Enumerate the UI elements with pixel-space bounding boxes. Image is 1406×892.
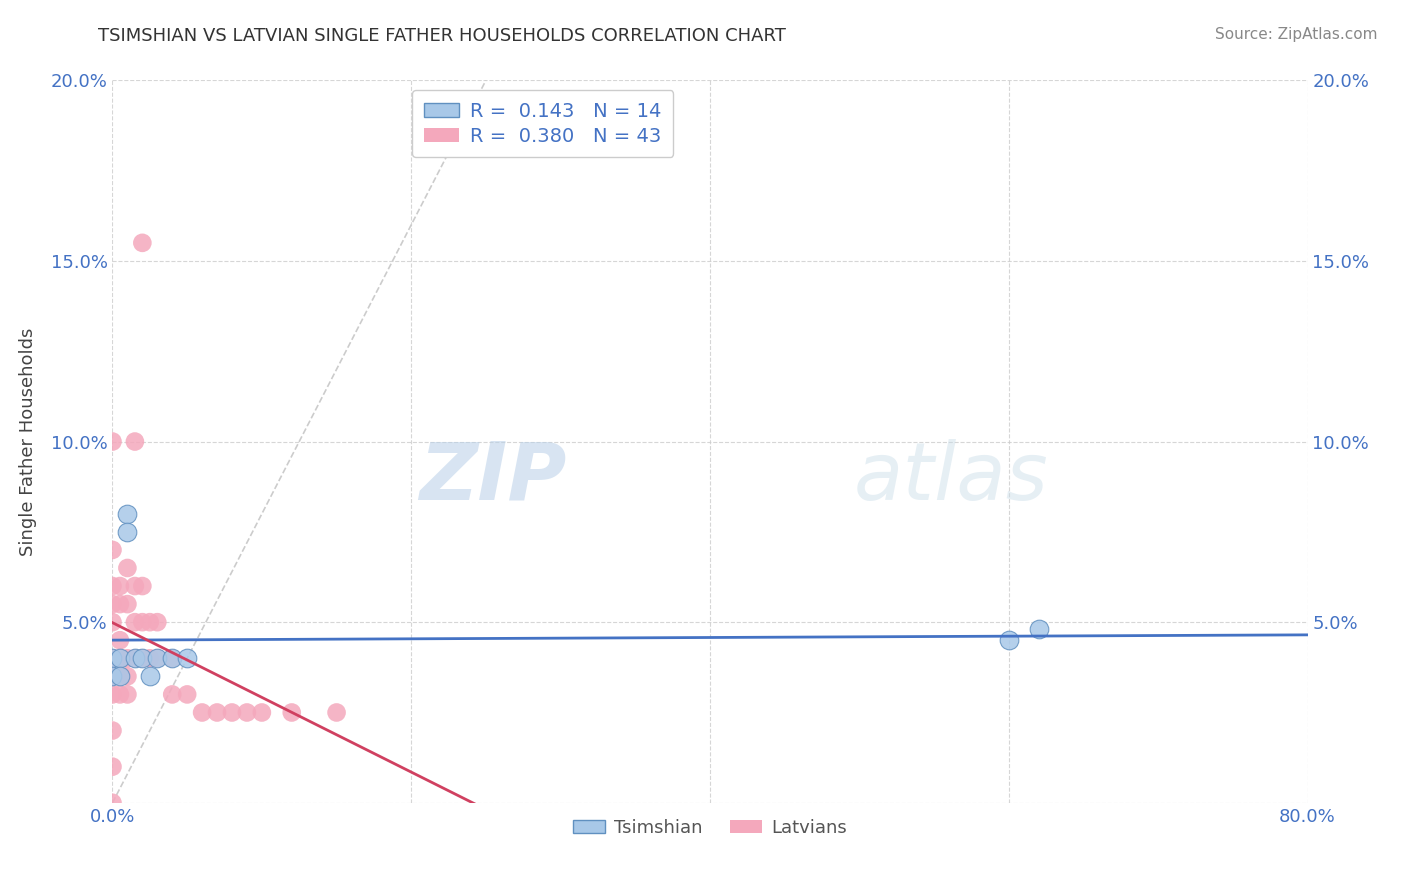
Text: ZIP: ZIP [419,439,567,516]
Point [117,669,139,683]
Point [101,669,124,683]
Point [131,651,153,665]
Point [221,706,243,720]
Point [124,651,146,665]
Point [176,687,198,701]
Point [117,597,139,611]
Point [101,579,124,593]
Point [101,542,124,557]
Text: TSIMSHIAN VS LATVIAN SINGLE FATHER HOUSEHOLDS CORRELATION CHART: TSIMSHIAN VS LATVIAN SINGLE FATHER HOUSE… [98,27,786,45]
Point [162,651,183,665]
Text: Source: ZipAtlas.com: Source: ZipAtlas.com [1215,27,1378,42]
Point [108,597,131,611]
Point [117,561,139,575]
Point [146,651,169,665]
Point [250,706,273,720]
Point [108,651,131,665]
Point [108,687,131,701]
Point [124,579,146,593]
Point [101,669,124,683]
Point [101,796,124,810]
Point [101,651,124,665]
Point [101,687,124,701]
Point [117,651,139,665]
Point [139,651,162,665]
Point [101,597,124,611]
Point [176,651,198,665]
Point [108,651,131,665]
Point [117,507,139,521]
Point [191,706,214,720]
Point [998,633,1021,648]
Point [101,651,124,665]
Point [131,651,153,665]
Point [139,669,162,683]
Point [325,706,347,720]
Point [281,706,304,720]
Point [124,615,146,630]
Point [108,669,131,683]
Legend: Tsimshian, Latvians: Tsimshian, Latvians [565,812,855,845]
Point [236,706,259,720]
Y-axis label: Single Father Households: Single Father Households [18,327,37,556]
Point [205,706,228,720]
Point [131,579,153,593]
Point [124,651,146,665]
Point [117,687,139,701]
Point [101,760,124,774]
Point [117,524,139,539]
Point [101,434,124,449]
Point [131,235,153,250]
Point [162,687,183,701]
Point [1028,623,1050,637]
Text: atlas: atlas [853,439,1049,516]
Point [108,633,131,648]
Point [146,651,169,665]
Point [131,615,153,630]
Point [146,615,169,630]
Point [108,669,131,683]
Point [101,723,124,738]
Point [101,651,124,665]
Point [101,615,124,630]
Point [162,651,183,665]
Point [108,579,131,593]
Point [139,615,162,630]
Point [124,434,146,449]
